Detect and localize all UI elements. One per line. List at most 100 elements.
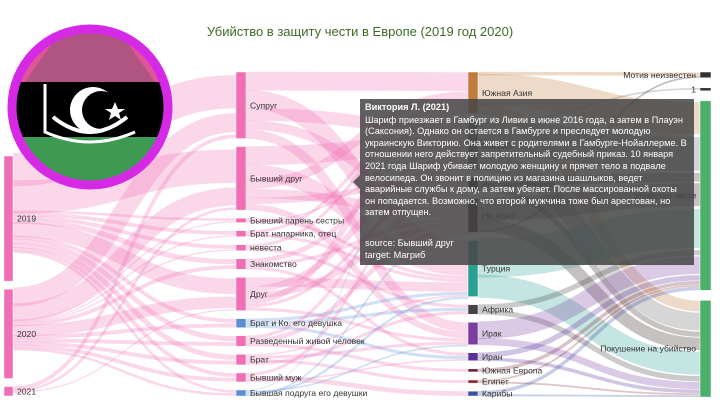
sankey-link[interactable] — [12, 344, 237, 382]
sankey-label-raz: Разведенный живой человек — [250, 336, 365, 346]
sankey-link[interactable] — [12, 338, 237, 346]
sankey-link[interactable] — [245, 341, 469, 359]
sankey-link[interactable] — [245, 291, 469, 322]
sankey-node-raz[interactable] — [235, 335, 247, 347]
sankey-label-y2021: 2021 — [17, 386, 36, 396]
sankey-link[interactable] — [12, 212, 237, 235]
sankey-link[interactable] — [245, 311, 469, 365]
sankey-link[interactable] — [477, 275, 701, 358]
sankey-link[interactable] — [477, 274, 701, 375]
sankey-node-iran[interactable] — [467, 352, 479, 362]
sankey-link[interactable] — [477, 357, 701, 394]
sankey-node-bno[interactable] — [235, 230, 247, 237]
sankey-link[interactable] — [245, 203, 469, 339]
chart-title: Убийство в защиту чести в Европе (2019 г… — [206, 24, 514, 39]
sankey-node-y2020[interactable] — [3, 288, 14, 379]
sankey-label-y2020: 2020 — [17, 329, 36, 339]
sankey-label-iran: Иран — [482, 352, 503, 362]
sankey-node-egy[interactable] — [467, 379, 479, 384]
sankey-link[interactable] — [12, 235, 237, 323]
sankey-link[interactable] — [12, 215, 237, 249]
sankey-link[interactable] — [12, 265, 237, 327]
sankey-link[interactable] — [245, 307, 469, 325]
sankey-label-ue: Южная Европа — [482, 365, 543, 375]
sankey-label-kar: Карибы — [482, 389, 512, 399]
sankey-node-nev[interactable] — [235, 244, 247, 251]
sankey-link[interactable] — [12, 235, 237, 322]
sankey-link[interactable] — [245, 71, 469, 91]
sankey-label-zn: Знакомство — [250, 259, 297, 269]
sankey-link[interactable] — [12, 309, 237, 393]
sankey-link[interactable] — [245, 358, 469, 384]
sankey-link[interactable] — [245, 296, 469, 395]
sankey-label-bps: Бывший парень сестры — [250, 215, 344, 225]
sankey-link[interactable] — [245, 375, 469, 396]
sankey-node-y2021[interactable] — [3, 386, 14, 397]
sankey-node-brat[interactable] — [235, 354, 247, 366]
sankey-link[interactable] — [477, 309, 701, 382]
sankey-node-zn[interactable] — [235, 258, 247, 270]
sankey-link[interactable] — [12, 249, 237, 323]
sankey-node-ue[interactable] — [467, 368, 479, 373]
sankey-link[interactable] — [245, 359, 469, 382]
sankey-link[interactable] — [245, 295, 469, 356]
sankey-link[interactable] — [12, 238, 237, 342]
sankey-node-bm[interactable] — [235, 372, 247, 383]
tooltip-arrow — [353, 175, 360, 189]
sankey-link[interactable] — [245, 129, 469, 332]
sankey-link[interactable] — [12, 218, 237, 265]
sankey-link[interactable] — [12, 347, 237, 396]
sankey-link[interactable] — [477, 280, 701, 373]
libya-flag-badge-icon — [7, 24, 173, 190]
sankey-link[interactable] — [477, 337, 701, 390]
sankey-link[interactable] — [245, 233, 469, 283]
sankey-link[interactable] — [12, 296, 237, 337]
sankey-link[interactable] — [12, 341, 237, 365]
sankey-node-drug[interactable] — [235, 277, 247, 311]
sankey-label-one: 1 — [691, 84, 696, 94]
sankey-node-afr[interactable] — [467, 304, 479, 315]
sankey-link[interactable] — [12, 210, 237, 221]
sankey-link[interactable] — [245, 218, 469, 279]
sankey-node-supr[interactable] — [235, 71, 247, 139]
sankey-link[interactable] — [12, 207, 237, 393]
sankey-link[interactable] — [12, 113, 237, 307]
sankey-node-one[interactable] — [699, 87, 712, 92]
sankey-label-drug: Друг — [250, 289, 268, 299]
tooltip: Виктория Л. (2021) Шариф приезжает в Гам… — [360, 99, 694, 265]
sankey-node-y2019[interactable] — [3, 155, 14, 282]
sankey-node-bpd[interactable] — [235, 389, 247, 397]
sankey-link[interactable] — [245, 266, 469, 356]
sankey-link[interactable] — [477, 381, 701, 396]
tooltip-title: Виктория Л. (2021) — [365, 102, 450, 112]
sankey-link[interactable] — [477, 394, 701, 397]
sankey-link[interactable] — [12, 323, 237, 339]
sankey-node-mn[interactable] — [699, 71, 712, 79]
sankey-link[interactable] — [477, 286, 701, 395]
sankey-node-kar[interactable] — [467, 390, 479, 397]
sankey-label-y2019: 2019 — [17, 214, 36, 224]
sankey-link[interactable] — [245, 247, 469, 308]
sankey-link[interactable] — [12, 221, 237, 295]
tooltip-source: source: Бывший друг — [365, 238, 454, 248]
sankey-link[interactable] — [245, 307, 469, 342]
sankey-link[interactable] — [245, 324, 469, 360]
sankey-link[interactable] — [245, 277, 469, 292]
sankey-link[interactable] — [477, 256, 701, 340]
sankey-link[interactable] — [12, 221, 237, 321]
sankey-node-pnu[interactable] — [699, 300, 712, 398]
sankey-link[interactable] — [477, 284, 701, 382]
sankey-link[interactable] — [12, 250, 237, 393]
labels-layer: 2019 2020 2021 Супруг Бывший друг Бывший паре… — [17, 70, 696, 399]
sankey-node-irak[interactable] — [467, 322, 479, 345]
sankey-node-bps[interactable] — [235, 217, 247, 223]
sankey-link[interactable] — [12, 134, 237, 391]
sankey-node-byv[interactable] — [235, 146, 247, 211]
sankey-link[interactable] — [245, 344, 469, 393]
sankey-link[interactable] — [12, 242, 237, 360]
sankey-link[interactable] — [245, 343, 469, 372]
sankey-node-uch[interactable] — [699, 100, 712, 291]
sankey-link[interactable] — [12, 247, 237, 378]
sankey-node-bko[interactable] — [235, 318, 247, 328]
sankey-link[interactable] — [12, 187, 237, 322]
